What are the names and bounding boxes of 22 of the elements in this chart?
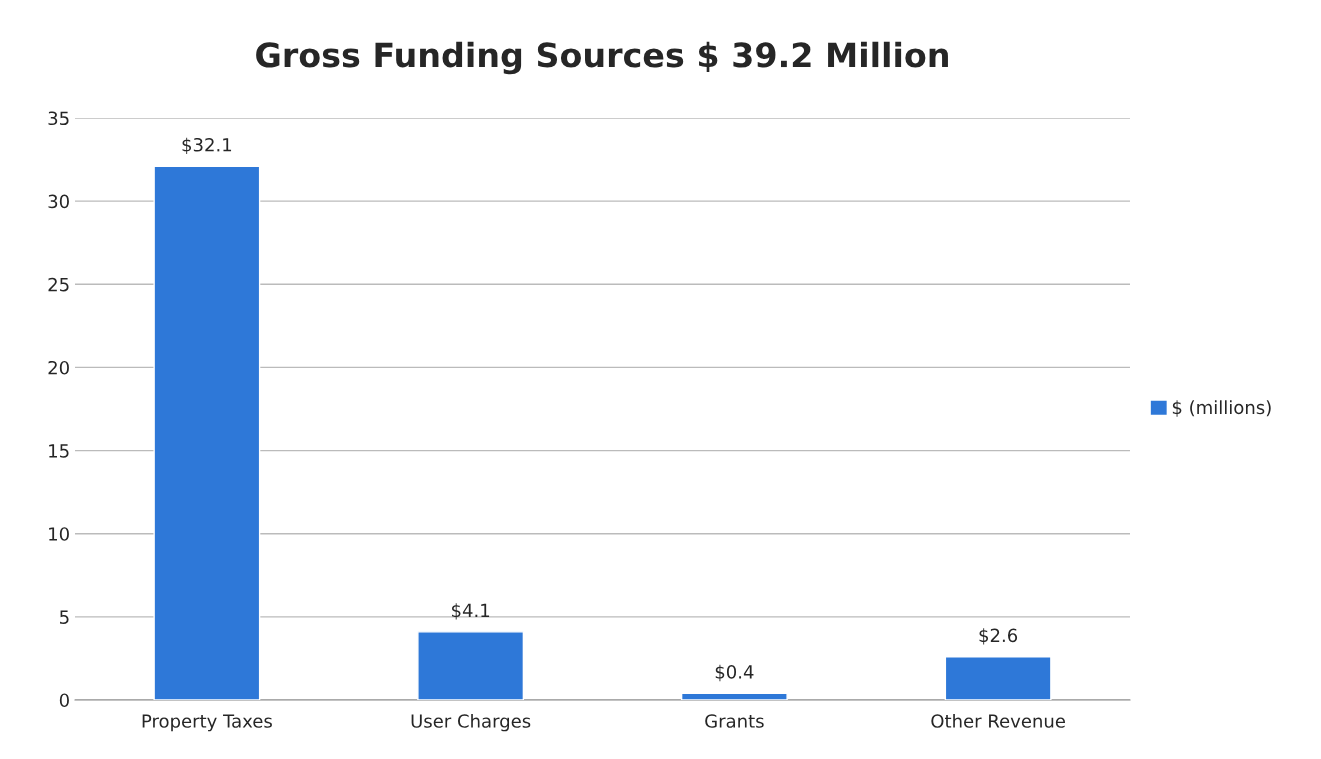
- y-tick-label: 15: [49, 444, 69, 458]
- y-tick-label: 0: [59, 693, 69, 708]
- y-tick-label: 5: [60, 610, 69, 624]
- x-tick-label: User Charges: [411, 713, 531, 732]
- chart-title: Gross Funding Sources $ 39.2 Million: [256, 41, 948, 75]
- bar: [417, 631, 525, 700]
- x-tick-label: Grants: [705, 714, 764, 728]
- bar: [153, 165, 261, 700]
- data-label: $4.1: [452, 603, 490, 620]
- data-label: $2.6: [979, 628, 1018, 645]
- x-tick-label: Property Taxes: [142, 714, 272, 732]
- y-tick-label: 20: [48, 360, 69, 375]
- x-tick-label: Other Revenue: [931, 713, 1065, 728]
- y-tick-label: 10: [49, 527, 69, 541]
- bar: [944, 656, 1052, 700]
- data-label: $32.1: [182, 137, 232, 155]
- y-tick-label: 25: [48, 277, 69, 292]
- y-tick-label: 30: [48, 194, 69, 209]
- y-tick-label: 35: [48, 111, 69, 126]
- legend-label: $ (millions): [1172, 400, 1271, 417]
- data-label: $0.4: [715, 664, 754, 682]
- bar: [680, 692, 788, 700]
